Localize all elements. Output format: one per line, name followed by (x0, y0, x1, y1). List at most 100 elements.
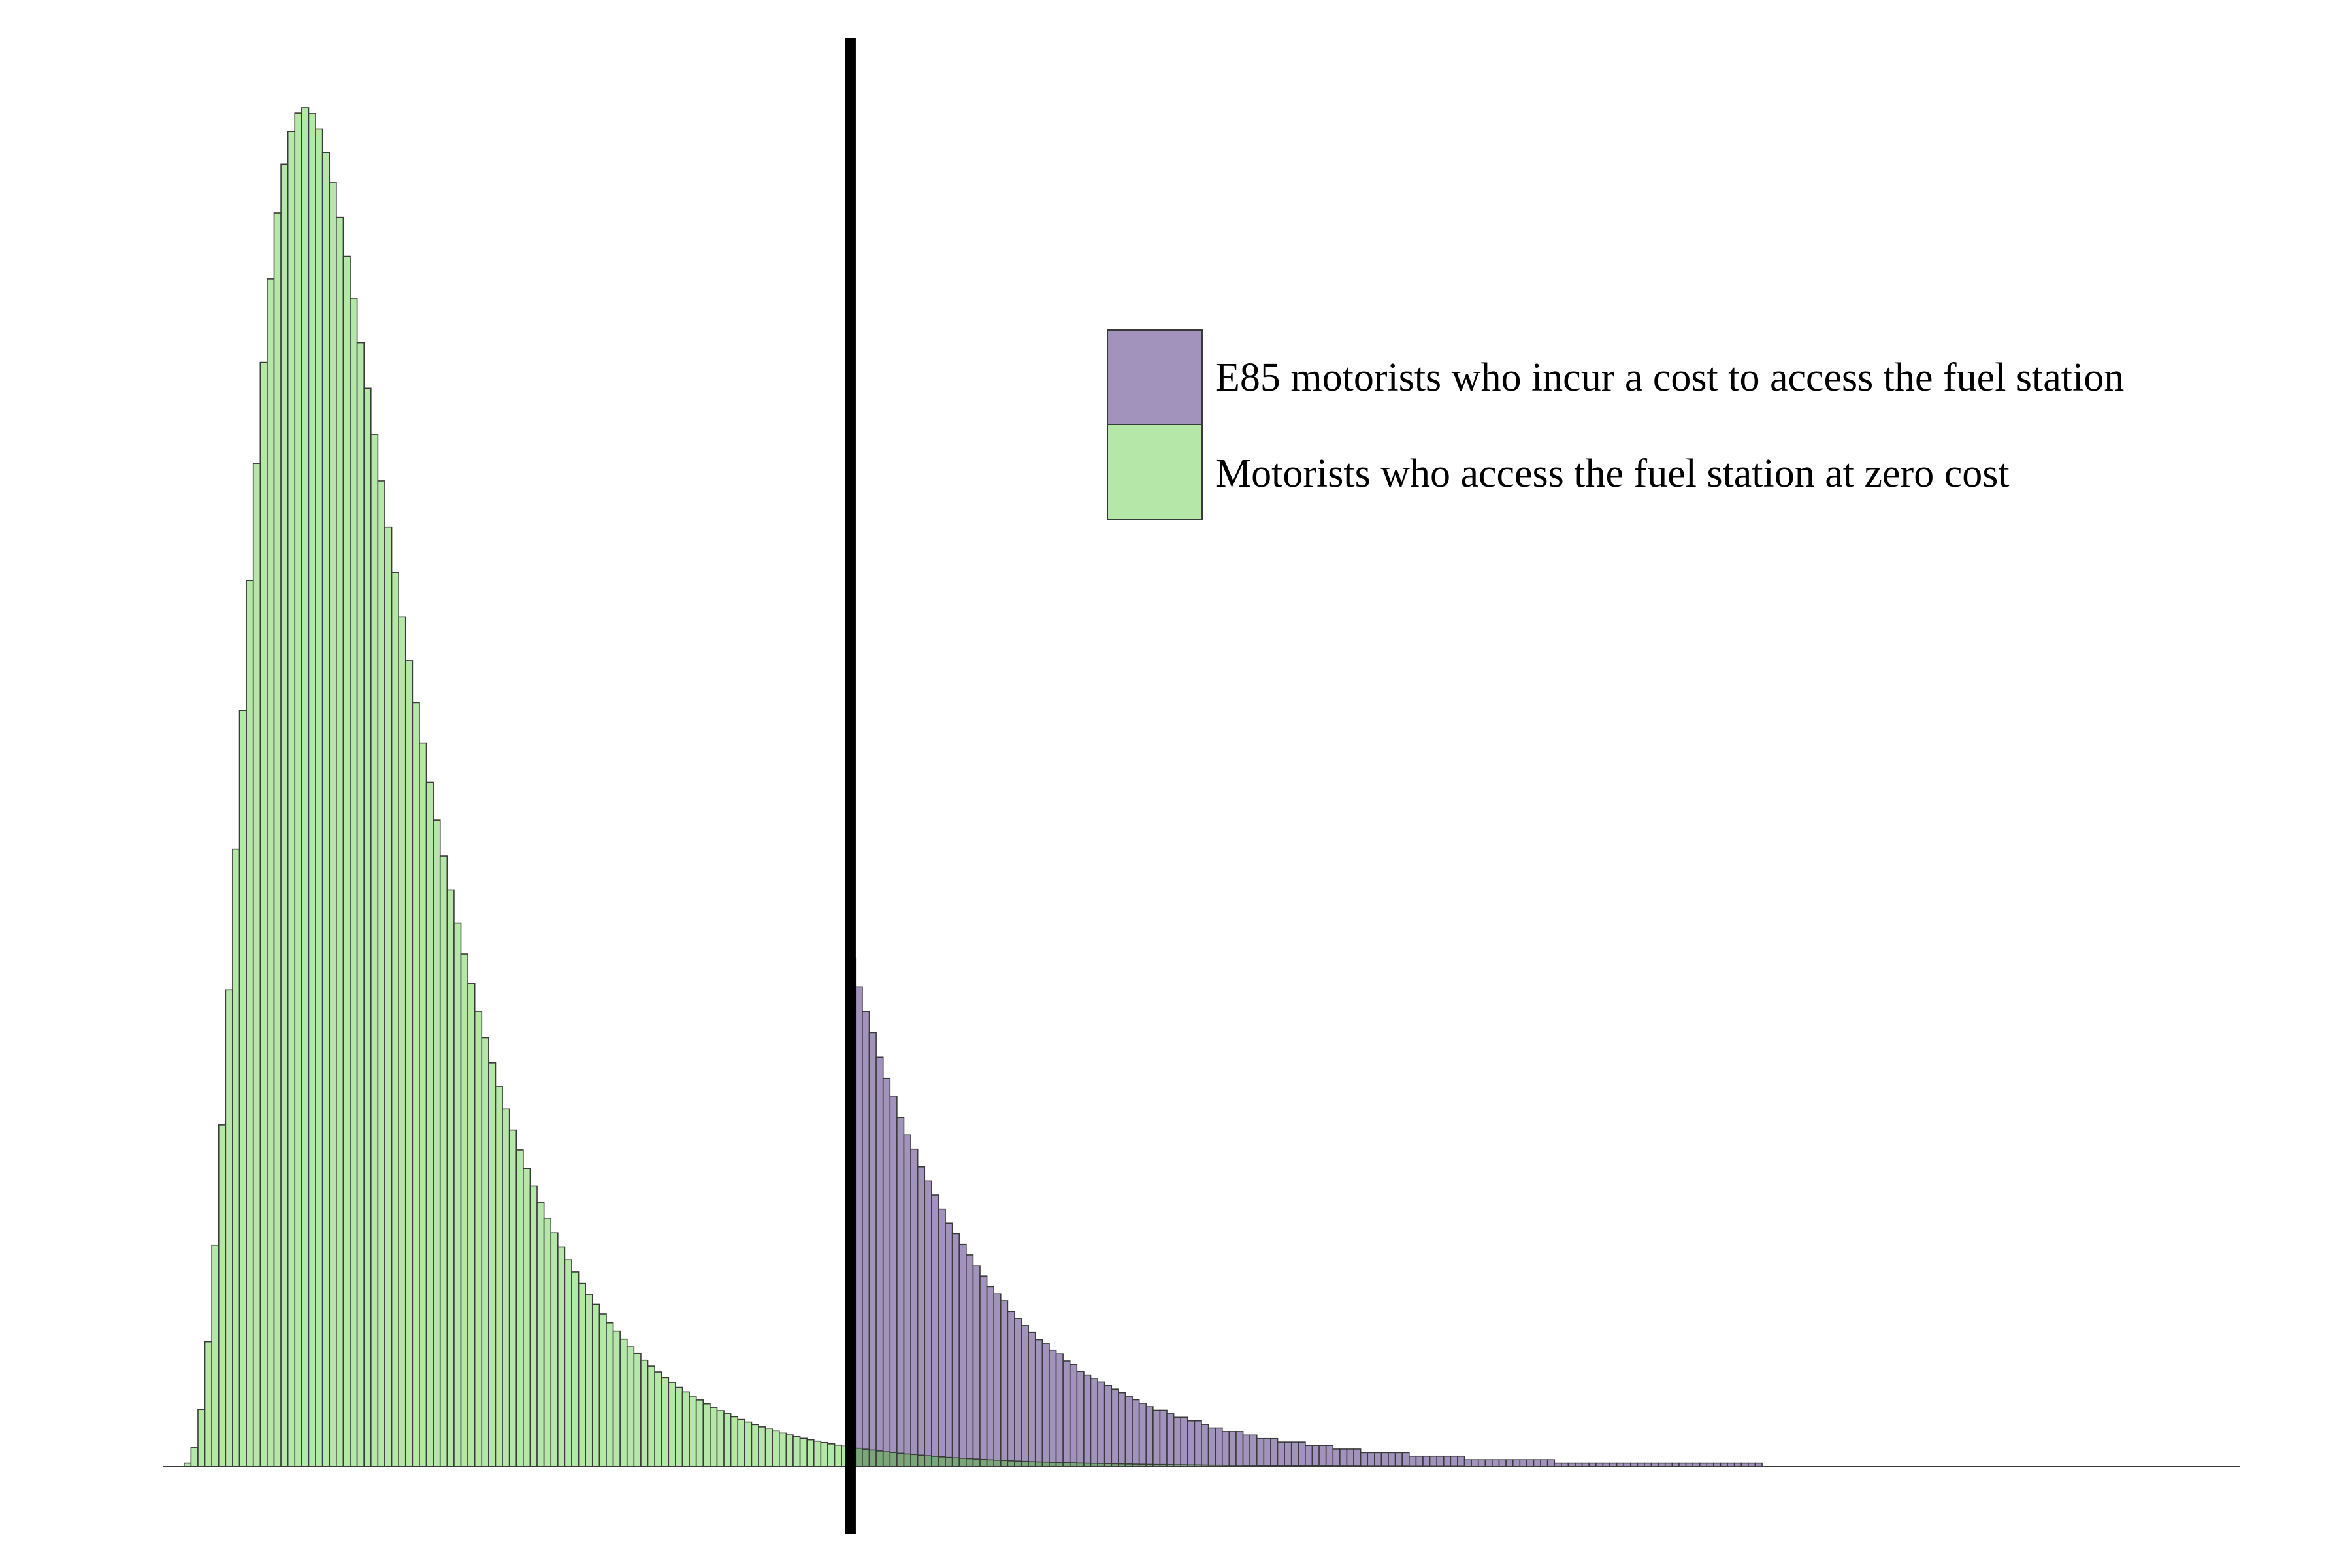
zero-cost-bar (716, 1410, 725, 1467)
overlap-bar (889, 1452, 898, 1467)
zero-cost-bar (564, 1259, 572, 1467)
zero-cost-bar (433, 819, 441, 1467)
incur-cost-bar (1069, 1364, 1078, 1467)
overlap-bar (1014, 1460, 1022, 1467)
zero-cost-bar (626, 1346, 635, 1467)
incur-cost-bar (1422, 1455, 1431, 1467)
zero-cost-bar (308, 113, 316, 1467)
overlap-bar (972, 1458, 981, 1467)
zero-cost-bar (792, 1436, 801, 1467)
zero-cost-bar (834, 1444, 842, 1467)
incur-cost-bar (1463, 1459, 1472, 1467)
zero-cost-bar (502, 1108, 510, 1467)
incur-cost-bar (1540, 1459, 1548, 1467)
incur-cost-bar (917, 1166, 926, 1467)
zero-cost-bar (710, 1407, 718, 1467)
incur-cost-bar (1118, 1392, 1126, 1467)
incur-cost-bar (1034, 1339, 1043, 1467)
incur-cost-bar (1526, 1459, 1535, 1467)
zero-cost-bar (238, 710, 247, 1467)
incur-cost-bar (1277, 1441, 1285, 1467)
overlap-bar (862, 1448, 870, 1467)
zero-cost-series (183, 107, 849, 1467)
incur-cost-bar (1145, 1406, 1154, 1467)
incur-cost-bar (1367, 1452, 1375, 1467)
incur-cost-bar (1111, 1388, 1119, 1467)
incur-cost-bar (868, 1032, 877, 1467)
incur-cost-bar (903, 1134, 911, 1467)
incur-cost-bar (1256, 1437, 1265, 1467)
incur-cost-bar (1014, 1318, 1022, 1467)
incur-cost-bar (1492, 1459, 1500, 1467)
incur-cost-bar (1152, 1409, 1161, 1467)
incur-cost-bar (1076, 1371, 1085, 1467)
incur-cost-bar (1132, 1399, 1140, 1467)
incur-cost-bar (1436, 1455, 1445, 1467)
zero-cost-bar (536, 1202, 545, 1467)
incur-cost-bar (1471, 1459, 1479, 1467)
zero-cost-bar (598, 1313, 607, 1467)
incur-cost-bar (1173, 1416, 1182, 1467)
incur-cost-bar (1097, 1381, 1105, 1467)
zero-cost-bar (273, 212, 282, 1467)
incur-cost-bar (1332, 1448, 1341, 1467)
incur-cost-bar (1546, 1459, 1556, 1467)
incur-cost-bar (958, 1243, 967, 1467)
zero-cost-bar (785, 1434, 794, 1467)
zero-cost-bar (225, 989, 233, 1467)
overlap-bar (1007, 1460, 1015, 1467)
incur-cost-bar (1270, 1437, 1279, 1467)
incur-cost-bar (1339, 1448, 1348, 1467)
zero-cost-bar (606, 1322, 614, 1467)
zero-cost-bar (467, 983, 476, 1467)
incur-cost-bar (1512, 1459, 1521, 1467)
incur-cost-bar (1187, 1420, 1196, 1467)
zero-cost-bar (204, 1341, 212, 1467)
zero-cost-bar (315, 128, 323, 1467)
zero-cost-bar (661, 1377, 670, 1467)
incur-cost-bar (1201, 1424, 1209, 1467)
incur-cost-bar (1235, 1431, 1244, 1467)
incur-cost-bar (1041, 1343, 1050, 1467)
zero-cost-bar (252, 463, 261, 1467)
incur-cost-bar (1000, 1300, 1009, 1467)
incur-cost-bar (875, 1056, 884, 1467)
zero-cost-bar (336, 216, 344, 1467)
overlap-bar (993, 1460, 1002, 1467)
overlap-bar (924, 1455, 932, 1467)
zero-cost-bar (419, 742, 427, 1467)
zero-cost-bar (232, 848, 240, 1467)
overlap-bar (1041, 1461, 1050, 1467)
incur-cost-bar (1450, 1455, 1458, 1467)
legend: E85 motorists who incur a cost to access… (1107, 329, 2124, 520)
incur-cost-bar (938, 1208, 946, 1467)
zero-cost-bar (799, 1437, 808, 1467)
incur-cost-bar (1443, 1455, 1452, 1467)
overlap-bar (917, 1454, 926, 1467)
incur-cost-bar (1429, 1455, 1437, 1467)
zero-cost-bar (578, 1282, 586, 1467)
zero-cost-bar (377, 480, 385, 1467)
overlap-bar (931, 1456, 939, 1467)
zero-cost-bar (495, 1086, 503, 1467)
overlap-bar (958, 1458, 967, 1467)
incur-cost-bar (1325, 1445, 1334, 1467)
incur-cost-bar (1346, 1448, 1354, 1467)
incur-cost-bar (1021, 1325, 1029, 1467)
incur-cost-bar (1360, 1452, 1369, 1467)
zero-cost-bar (806, 1439, 815, 1467)
incur-cost-bar (1124, 1396, 1133, 1467)
incur-cost-bar (1457, 1455, 1465, 1467)
incur-cost-bar (1062, 1360, 1071, 1467)
zero-cost-bar (820, 1441, 828, 1467)
zero-cost-bar (737, 1418, 745, 1467)
incur-cost-bar (1049, 1349, 1057, 1467)
zero-cost-bar (211, 1244, 220, 1467)
overlap-bar (868, 1449, 877, 1467)
zero-cost-bar (218, 1124, 227, 1467)
zero-cost-bar (294, 112, 302, 1467)
zero-cost-bar (695, 1399, 704, 1467)
zero-cost-bar (723, 1413, 732, 1467)
incur-cost-bar (1409, 1455, 1417, 1467)
incur-cost-bar (1090, 1378, 1098, 1467)
